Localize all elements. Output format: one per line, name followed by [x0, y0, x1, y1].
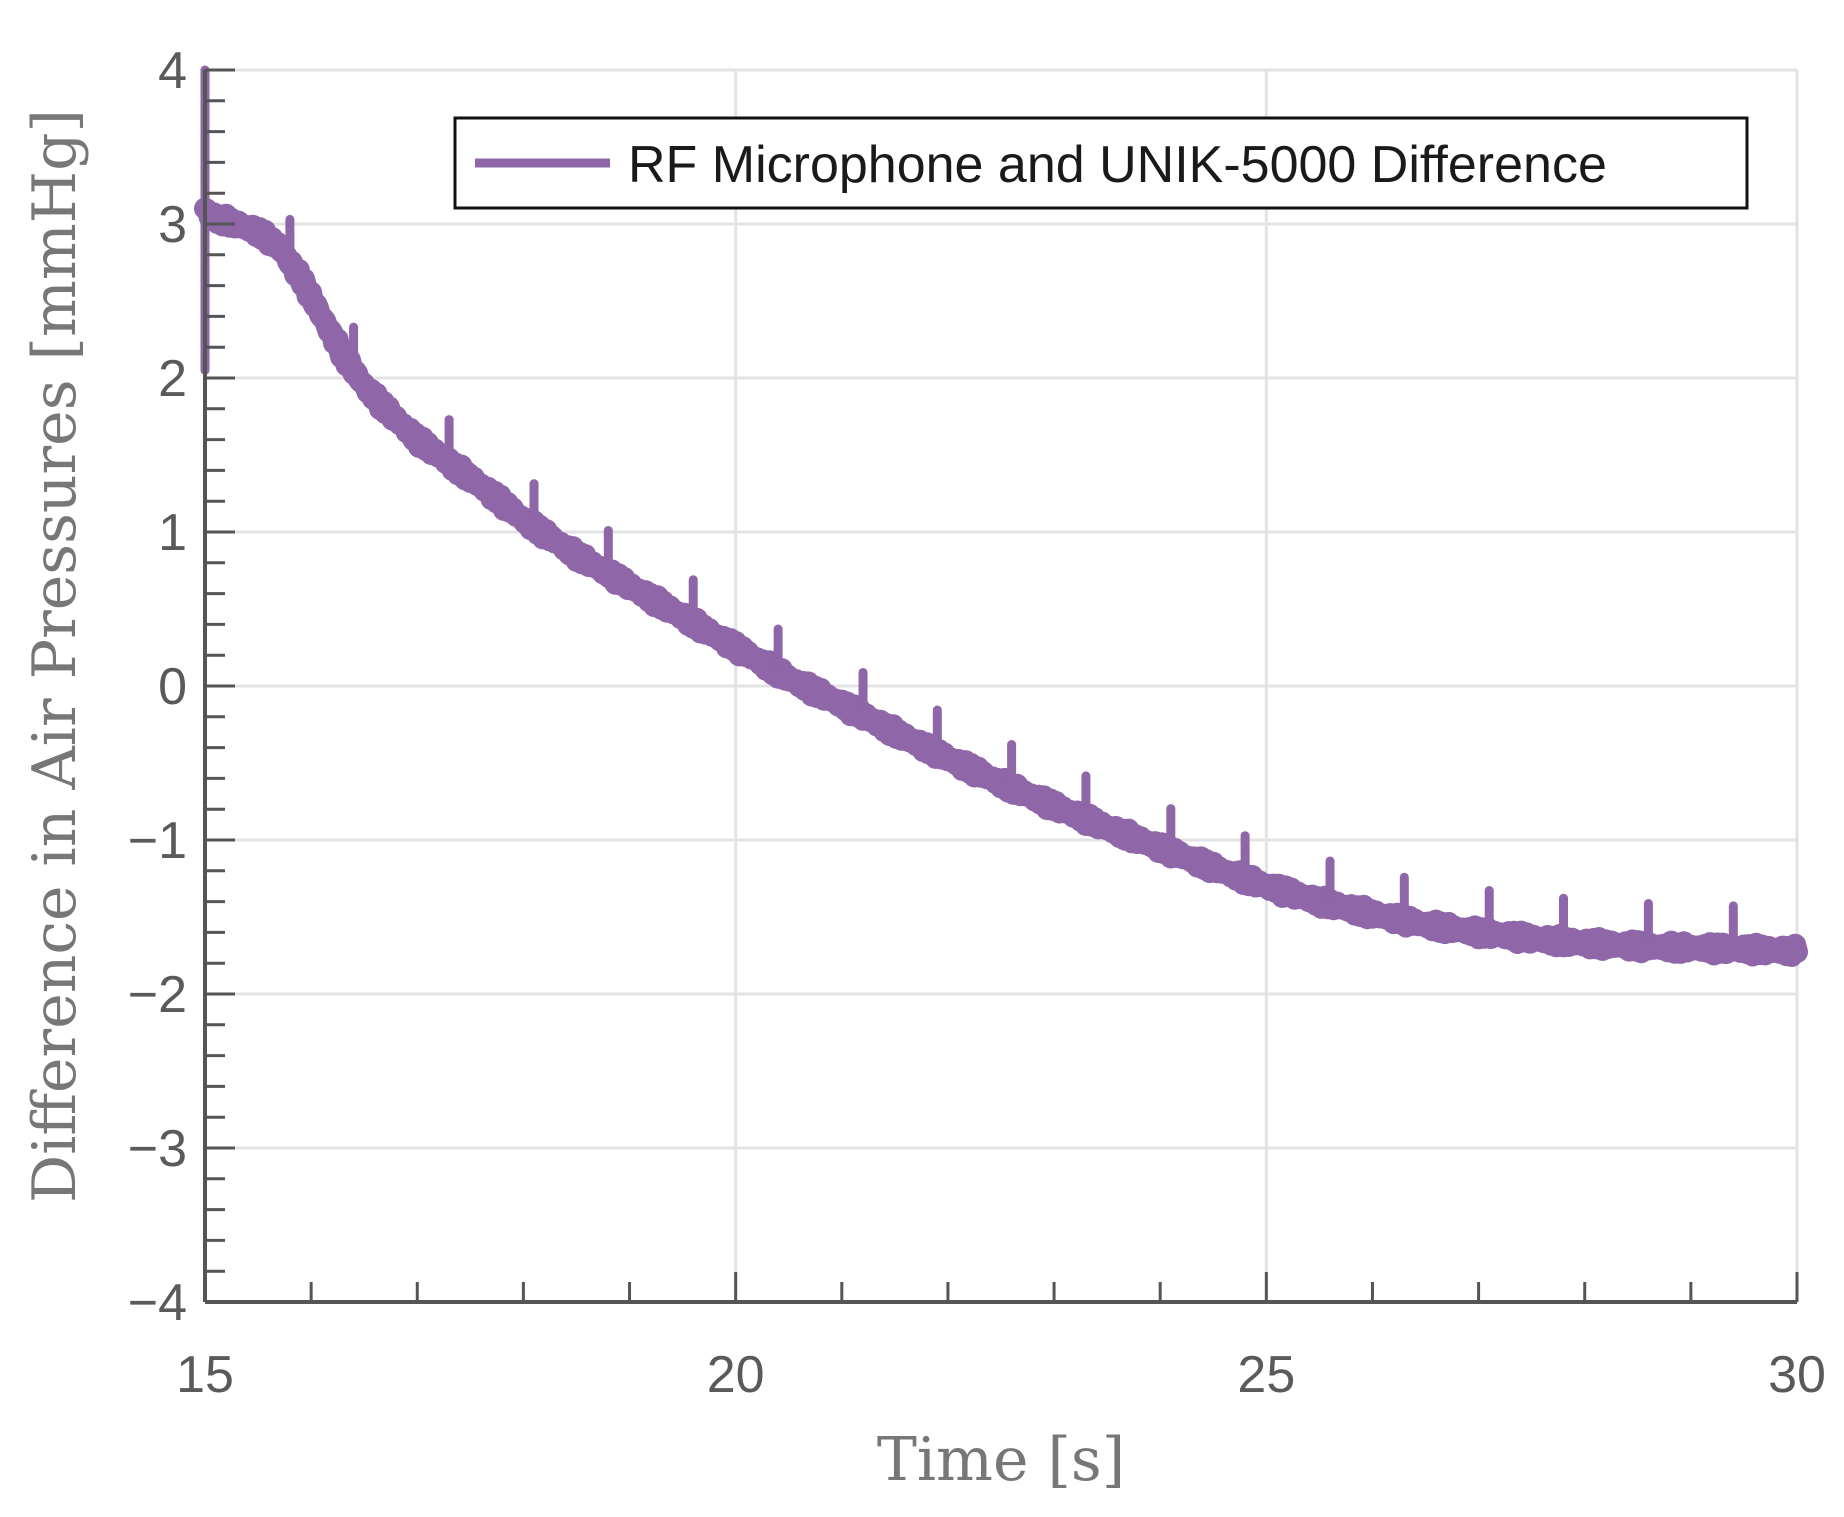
grid — [203, 68, 1799, 1304]
legend-entry: RF Microphone and UNIK-5000 Difference — [628, 136, 1607, 194]
y-tick-label: 1 — [158, 504, 187, 562]
y-tick-label: −4 — [128, 1274, 187, 1332]
y-tick-label: 2 — [158, 350, 187, 408]
y-tick-label: −2 — [128, 966, 187, 1024]
x-tick-label: 20 — [707, 1346, 765, 1404]
legend-box — [453, 116, 1749, 210]
x-tick-label: 15 — [176, 1346, 234, 1404]
tick-labels: 15 20 25 30 4 3 2 1 0 −1 −2 −3 −4 — [128, 42, 1826, 1404]
y-tick-label: 4 — [158, 42, 187, 100]
legend: RF Microphone and UNIK-5000 Difference — [453, 116, 1749, 210]
y-tick-label: −3 — [128, 1120, 187, 1178]
y-axis-title: Difference in Air Pressures [mmHg] — [20, 109, 90, 1203]
minor-ticks — [203, 68, 1799, 1304]
x-tick-label: 30 — [1768, 1346, 1826, 1404]
y-tick-label: 3 — [158, 196, 187, 254]
axes — [203, 68, 1799, 1304]
x-tick-label: 25 — [1237, 1346, 1295, 1404]
series-line — [194, 197, 1808, 967]
y-tick-label: 0 — [158, 658, 187, 716]
x-axis-title: Time [s] — [877, 1425, 1125, 1495]
y-tick-label: −1 — [128, 812, 187, 870]
